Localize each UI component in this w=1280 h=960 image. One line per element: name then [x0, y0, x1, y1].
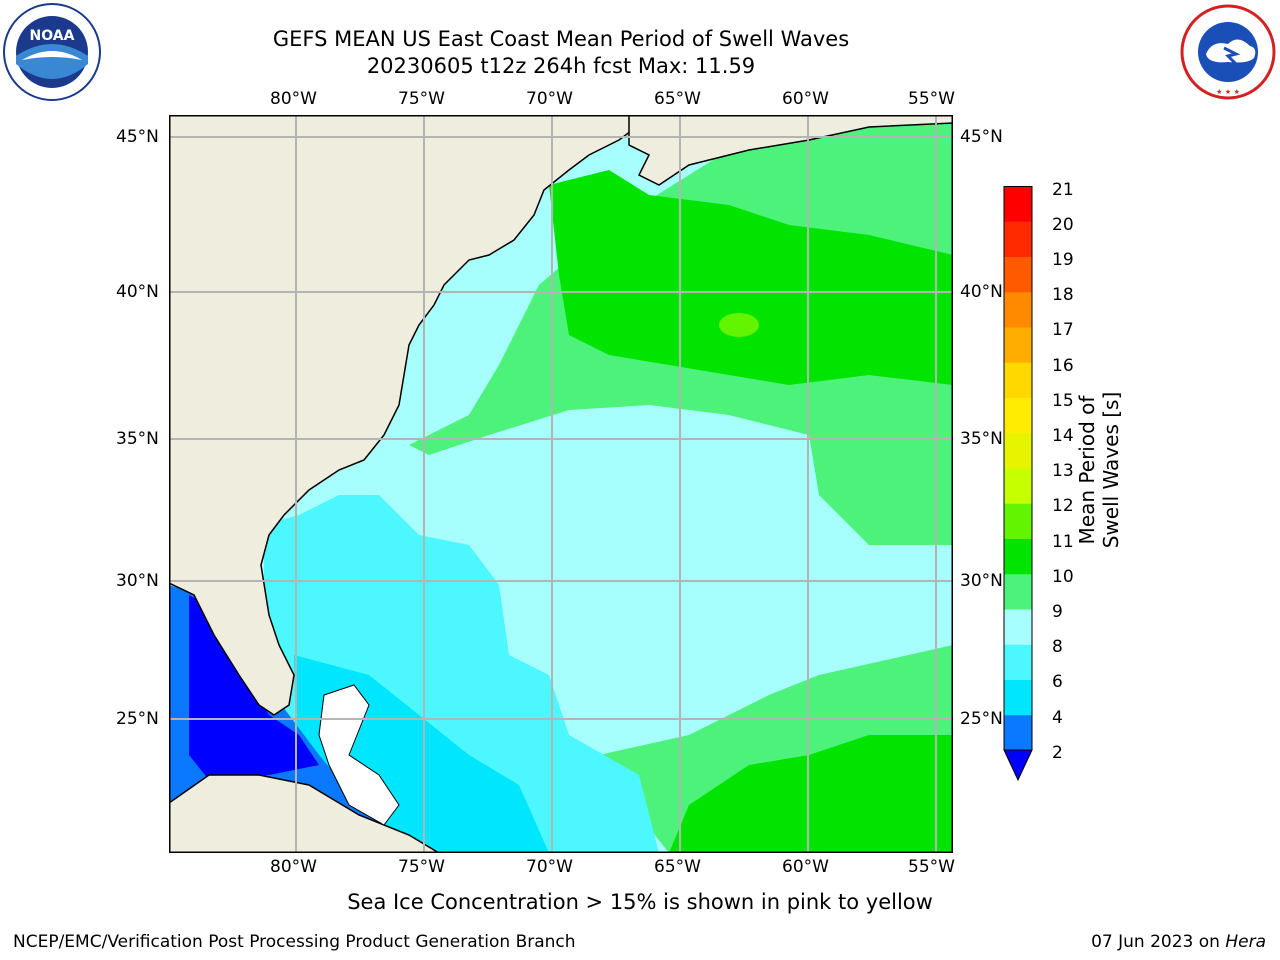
- lon-label-top: 70°W: [526, 89, 573, 109]
- colorbar-outline: [1003, 186, 1033, 751]
- colorbar-tick: 4: [1052, 708, 1063, 728]
- swell-zone-10-11-north: [549, 170, 953, 385]
- colorbar-segment: [1004, 609, 1032, 645]
- colorbar-segment: [1004, 362, 1032, 398]
- svg-text:★ ★ ★: ★ ★ ★: [1216, 88, 1240, 96]
- colorbar-segment: [1004, 327, 1032, 363]
- sea-ice-note: Sea Ice Concentration > 15% is shown in …: [347, 890, 933, 914]
- lat-label-left: 45°N: [116, 127, 159, 147]
- colorbar: [1003, 186, 1033, 782]
- lon-label-bottom: 60°W: [782, 857, 829, 877]
- lon-label-top: 80°W: [270, 89, 317, 109]
- lat-label-left: 25°N: [116, 709, 159, 729]
- colorbar-segment: [1004, 397, 1032, 434]
- colorbar-tick: 12: [1052, 496, 1074, 516]
- lat-label-right: 30°N: [960, 571, 1003, 591]
- lat-label-right: 45°N: [960, 127, 1003, 147]
- lat-label-right: 40°N: [960, 282, 1003, 302]
- lat-label-right: 35°N: [960, 429, 1003, 449]
- colorbar-segment: [1004, 679, 1032, 716]
- lon-label-top: 60°W: [782, 89, 829, 109]
- swell-zone-11-12: [719, 313, 759, 337]
- lon-label-bottom: 55°W: [908, 857, 955, 877]
- colorbar-tick: 10: [1052, 567, 1074, 587]
- map-subtitle: 20230605 t12z 264h fcst Max: 11.59: [366, 54, 756, 78]
- colorbar-tick: 8: [1052, 637, 1063, 657]
- colorbar-segment: [1004, 503, 1032, 539]
- lat-label-right: 25°N: [960, 709, 1003, 729]
- swell-zone-10-11-south: [669, 735, 953, 853]
- colorbar-tick: 11: [1052, 532, 1074, 552]
- map-title: GEFS MEAN US East Coast Mean Period of S…: [272, 27, 850, 51]
- colorbar-tick: 17: [1052, 320, 1074, 340]
- colorbar-under-arrow: [1003, 749, 1033, 782]
- map-plot: [169, 115, 953, 853]
- colorbar-segment: [1004, 468, 1032, 504]
- lon-label-bottom: 75°W: [398, 857, 445, 877]
- lon-label-top: 55°W: [908, 89, 955, 109]
- land-cuba: [169, 774, 441, 853]
- colorbar-tick: 21: [1052, 180, 1074, 200]
- colorbar-tick: 14: [1052, 426, 1074, 446]
- lon-label-top: 75°W: [398, 89, 445, 109]
- colorbar-segment: [1004, 538, 1032, 575]
- colorbar-tick: 19: [1052, 250, 1074, 270]
- colorbar-segment: [1004, 221, 1032, 257]
- colorbar-tick: 13: [1052, 461, 1074, 481]
- land-maritimes: [628, 115, 953, 186]
- colorbar-segment: [1004, 432, 1032, 469]
- colorbar-segment: [1004, 186, 1032, 222]
- graticule: [169, 115, 953, 853]
- colorbar-tick: 6: [1052, 672, 1063, 692]
- swell-zone-9-10-east: [809, 435, 953, 545]
- noaa-logo: NOAA: [3, 3, 101, 101]
- lat-label-left: 40°N: [116, 282, 159, 302]
- colorbar-tick: 15: [1052, 391, 1074, 411]
- colorbar-tick: 18: [1052, 285, 1074, 305]
- noaa-logo-text: NOAA: [30, 28, 75, 44]
- footer-credit: NCEP/EMC/Verification Post Processing Pr…: [13, 932, 576, 952]
- lat-label-left: 35°N: [116, 429, 159, 449]
- colorbar-tick: 20: [1052, 215, 1074, 235]
- colorbar-tick: 9: [1052, 602, 1063, 622]
- colorbar-segment: [1004, 256, 1032, 293]
- lon-label-top: 65°W: [654, 89, 701, 109]
- colorbar-tick: 16: [1052, 356, 1074, 376]
- footer-date: 07 Jun 2023 on Hera: [1091, 932, 1266, 952]
- colorbar-segment: [1004, 714, 1032, 751]
- colorbar-label: Mean Period of Swell Waves [s]: [1075, 391, 1123, 549]
- colorbar-tick: 2: [1052, 743, 1063, 763]
- map-border: [169, 115, 953, 853]
- colorbar-segment: [1004, 573, 1032, 610]
- lat-label-left: 30°N: [116, 571, 159, 591]
- land-north-america: [169, 115, 641, 716]
- nws-logo: ★ ★ ★: [1180, 4, 1276, 100]
- lon-label-bottom: 65°W: [654, 857, 701, 877]
- lon-label-bottom: 70°W: [526, 857, 573, 877]
- lon-label-bottom: 80°W: [270, 857, 317, 877]
- colorbar-segment: [1004, 291, 1032, 328]
- colorbar-segment: [1004, 644, 1032, 680]
